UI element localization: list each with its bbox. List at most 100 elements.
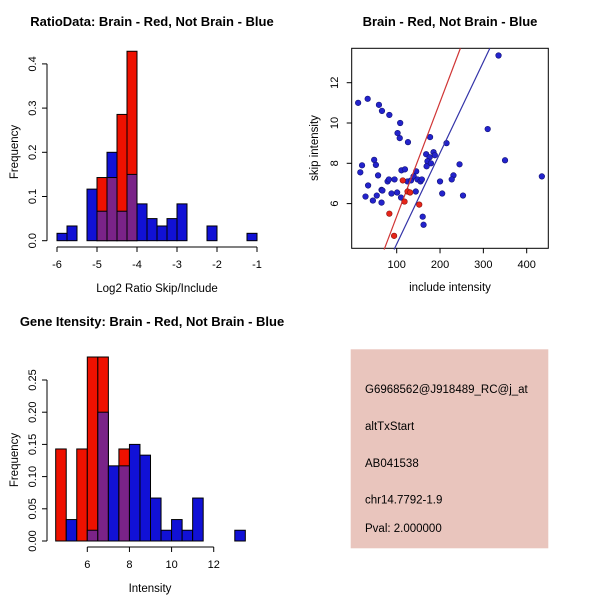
hist-bar	[136, 203, 148, 242]
data-point-not-brain	[484, 125, 491, 133]
y-tick-label: 0.2	[27, 145, 39, 160]
data-point-not-brain	[378, 107, 386, 115]
hist-bar	[181, 529, 194, 542]
data-point-brain	[386, 210, 393, 217]
data-point-not-brain	[357, 169, 364, 176]
hist-bar	[55, 448, 67, 542]
scatter-ylabel: skip intensity	[309, 115, 321, 181]
data-point-brain	[391, 232, 398, 239]
gene-info-line-1: altTxStart	[365, 421, 415, 433]
hist-bar-overlap	[126, 173, 138, 242]
data-point-not-brain	[420, 221, 427, 228]
scatter-red-points	[386, 177, 423, 239]
gene-hist-ylabel: Frequency	[9, 433, 21, 488]
data-point-not-brain	[373, 192, 380, 199]
y-tick-label: 0.10	[27, 466, 39, 487]
x-tick-label: 8	[126, 559, 132, 571]
data-point-not-brain	[431, 152, 438, 159]
ratio-hist-bars	[56, 50, 258, 242]
hist-bar	[107, 465, 120, 542]
hist-bar	[139, 454, 152, 542]
data-point-not-brain	[495, 52, 502, 59]
y-tick-label: 0.25	[27, 369, 39, 390]
gene-info-line-2: AB041538	[365, 458, 419, 470]
data-point-not-brain	[385, 176, 393, 183]
data-point-not-brain	[439, 190, 446, 197]
hist-bar	[206, 225, 218, 242]
ratio-hist-xlabel: Log2 Ratio Skip/Include	[96, 283, 217, 295]
ratio-hist-y-axis: 0.0 0.1 0.2 0.3 0.4	[27, 56, 48, 248]
data-point-not-brain	[423, 163, 430, 170]
x-tick-label: 300	[474, 259, 492, 271]
data-point-not-brain	[372, 161, 380, 169]
ratio-hist-title: RatioData: Brain - Red, Not Brain - Blue	[30, 14, 273, 29]
data-point-not-brain	[394, 129, 401, 137]
data-point-not-brain	[386, 111, 393, 119]
ratio-hist-panel: RatioData: Brain - Red, Not Brain - Blue…	[9, 14, 274, 295]
x-tick-label: -1	[252, 259, 262, 271]
x-tick-label: 12	[208, 559, 220, 571]
blue-regression-line	[393, 47, 491, 250]
hist-bar	[234, 529, 246, 542]
gene-info-line-3: chr14.7792-1.9	[365, 495, 442, 507]
data-point-not-brain	[419, 213, 426, 220]
x-tick-label: 100	[388, 259, 406, 271]
hist-bar	[146, 218, 158, 242]
data-point-not-brain	[362, 193, 369, 200]
y-tick-label: 0.4	[27, 56, 39, 71]
hist-bar	[65, 519, 78, 542]
y-tick-label: 0.1	[27, 189, 39, 204]
data-point-not-brain	[355, 99, 362, 106]
data-point-brain	[416, 201, 423, 208]
hist-bar-overlap	[86, 529, 99, 542]
data-point-not-brain	[404, 139, 412, 146]
hist-bar	[86, 188, 98, 242]
hist-bar-overlap	[96, 210, 108, 242]
hist-bar	[166, 218, 178, 242]
gene-hist-panel: Gene Itensity: Brain - Red, Not Brain - …	[9, 314, 284, 595]
hist-bar	[76, 448, 88, 542]
data-point-not-brain	[401, 166, 409, 173]
hist-bar	[192, 497, 204, 542]
gene-info-line-0: G6968562@J918489_RC@j_at	[365, 384, 529, 396]
y-tick-label: 0.15	[27, 434, 39, 455]
hist-bar-overlap	[116, 210, 128, 242]
hist-bar	[171, 519, 183, 542]
data-point-not-brain	[448, 176, 455, 183]
gene-hist-title: Gene Itensity: Brain - Red, Not Brain - …	[20, 314, 284, 329]
gene-info-panel: G6968562@J918489_RC@j_at altTxStart AB0415…	[350, 349, 549, 549]
data-point-not-brain	[394, 189, 401, 196]
scatter-blue-points	[355, 52, 545, 228]
gene-hist-xlabel: Intensity	[129, 583, 172, 595]
ratio-hist-ylabel: Frequency	[9, 125, 21, 180]
hist-bar-overlap	[118, 465, 130, 542]
y-tick-label: 12	[329, 77, 341, 89]
data-point-not-brain	[388, 190, 395, 197]
y-tick-label: 0.05	[27, 498, 39, 519]
hist-bar	[66, 225, 78, 242]
scatter-title: Brain - Red, Not Brain - Blue	[363, 14, 538, 29]
x-tick-label: -2	[212, 259, 222, 271]
gene-info-line-4: Pval: 2.000000	[365, 523, 442, 535]
scatter-panel: Brain - Red, Not Brain - Blue include int…	[309, 14, 549, 294]
hist-bar	[160, 529, 173, 542]
data-point-not-brain	[375, 101, 383, 108]
y-tick-label: 0.3	[27, 100, 39, 115]
y-tick-label: 0.0	[27, 233, 39, 248]
data-point-brain	[399, 177, 406, 184]
y-tick-label: 0.20	[27, 401, 39, 422]
y-tick-label: 8	[329, 160, 341, 166]
data-point-not-brain	[397, 119, 404, 127]
data-point-not-brain	[501, 157, 509, 164]
data-point-brain	[407, 189, 414, 196]
hist-bar-overlap	[106, 177, 118, 242]
data-point-not-brain	[418, 176, 425, 183]
y-tick-label: 0.00	[27, 530, 39, 551]
data-point-brain	[401, 198, 408, 205]
y-tick-label: 6	[329, 201, 341, 207]
data-point-not-brain	[412, 188, 419, 195]
hist-bar	[150, 497, 162, 542]
data-point-not-brain	[374, 172, 382, 179]
data-point-not-brain	[365, 182, 372, 189]
